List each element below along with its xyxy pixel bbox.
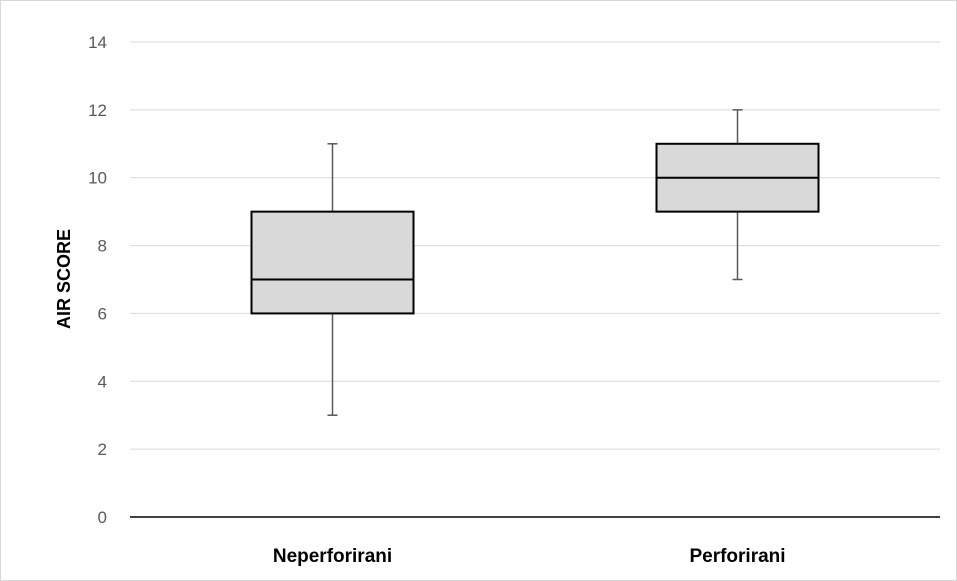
iqr-box: [250, 210, 415, 315]
y-tick-label: 0: [98, 508, 107, 527]
y-tick-label: 8: [98, 237, 107, 256]
y-axis-label: AIR SCORE: [54, 229, 74, 329]
y-tick-label: 6: [98, 304, 107, 323]
x-category-labels: Neperforirani Perforirani: [273, 546, 786, 567]
y-tick-labels: 0 2 4 6 8 10 12 14: [88, 33, 107, 527]
y-tick-label: 2: [98, 440, 107, 459]
x-category-label: Perforirani: [689, 546, 785, 567]
y-tick-label: 10: [88, 169, 107, 188]
box-perforirani: [655, 109, 820, 281]
gridlines: [130, 41, 940, 450]
boxes: [250, 109, 820, 416]
y-tick-label: 14: [88, 33, 107, 52]
box-neperforirani: [250, 143, 415, 416]
x-category-label: Neperforirani: [273, 546, 392, 567]
y-tick-label: 4: [98, 372, 107, 391]
y-tick-label: 12: [88, 101, 107, 120]
